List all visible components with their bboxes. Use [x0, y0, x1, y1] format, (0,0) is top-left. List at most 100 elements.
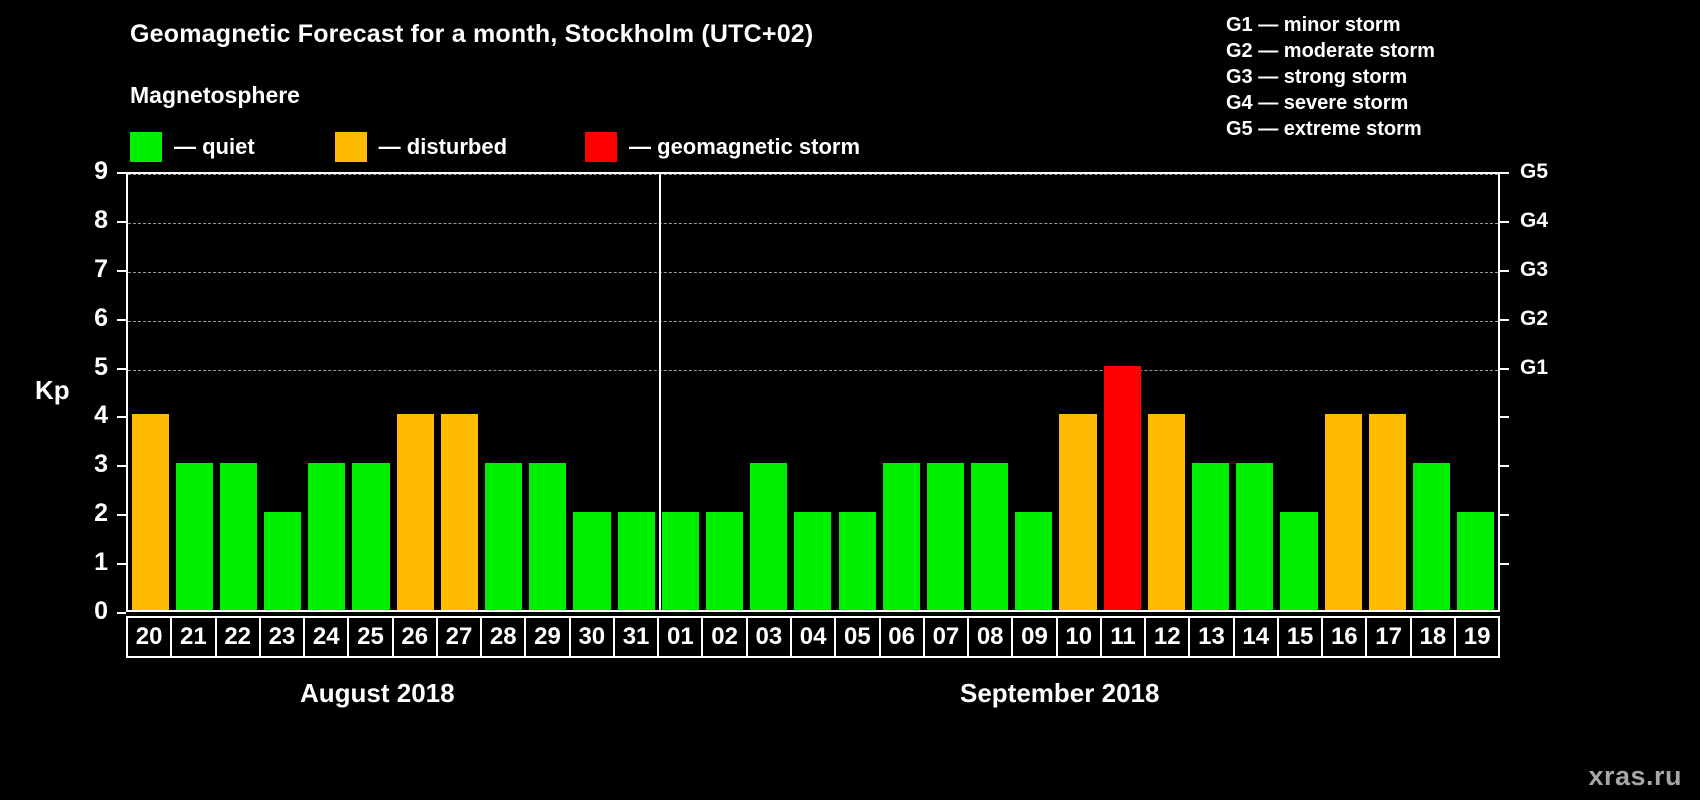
g-tick-mark-kp-6	[1500, 318, 1509, 321]
bar-day-24	[308, 463, 346, 610]
bar-slot	[482, 174, 526, 610]
bar-slot	[437, 174, 481, 610]
y-tick-mark-4	[117, 416, 126, 419]
day-label-18: 18	[1411, 618, 1456, 656]
day-label-01: 01	[659, 618, 704, 656]
y-tick-mark-9	[117, 172, 126, 174]
bar-slot	[879, 174, 923, 610]
legend-item-label: — geomagnetic storm	[629, 134, 861, 159]
bar-slot	[172, 174, 216, 610]
day-label-19: 19	[1455, 618, 1499, 656]
day-label-31: 31	[614, 618, 660, 656]
day-label-02: 02	[703, 618, 748, 656]
y-tick-mark-5	[117, 367, 126, 370]
day-label-30: 30	[570, 618, 615, 656]
bar-slot	[349, 174, 393, 610]
day-label-22: 22	[216, 618, 261, 656]
chart-plot-area	[126, 172, 1500, 612]
day-label-09: 09	[1013, 618, 1058, 656]
bar-day-01	[661, 512, 699, 610]
bar-day-22	[219, 463, 258, 610]
bar-day-25	[352, 463, 390, 610]
gridline-kp-6	[128, 320, 1498, 322]
g-tick-mark-kp-4	[1500, 416, 1509, 419]
y-tick-label-2: 2	[94, 499, 108, 528]
gscale-key-line-1: G1 — minor storm	[1226, 14, 1401, 36]
bar-day-11	[1103, 365, 1141, 610]
bar-day-12	[1147, 414, 1185, 610]
bar-slot	[747, 174, 791, 610]
bar-day-16	[1324, 414, 1362, 610]
g-tick-mark-kp-7	[1500, 269, 1509, 272]
gscale-key-line-3: G3 — strong storm	[1226, 66, 1408, 88]
g-tick-mark-kp-3	[1500, 465, 1509, 468]
bar-slot	[658, 174, 702, 610]
orange-swatch-icon	[334, 132, 367, 162]
bar-slot	[1012, 174, 1056, 610]
y-tick-mark-6	[117, 318, 126, 321]
month-label-september: September 2018	[960, 678, 1160, 708]
day-label-08: 08	[969, 618, 1014, 656]
gridline-kp-9	[128, 174, 1498, 175]
y-tick-mark-8	[117, 220, 126, 223]
day-label-27: 27	[437, 618, 483, 656]
bar-day-07	[926, 463, 965, 610]
day-label-10: 10	[1057, 618, 1102, 656]
legend-item-label: — quiet	[174, 134, 255, 159]
bar-slot	[1365, 174, 1409, 610]
day-label-24: 24	[305, 618, 350, 656]
bar-slot	[305, 174, 349, 610]
g-tick-label-G5: G5	[1520, 160, 1549, 183]
bar-slot	[1100, 174, 1144, 610]
chart-plot-inner	[128, 174, 1498, 610]
day-label-23: 23	[260, 618, 306, 656]
bar-day-02	[705, 512, 744, 610]
g-tick-mark-kp-8	[1500, 220, 1509, 223]
watermark: xras.ru	[1588, 761, 1682, 791]
bar-day-10	[1059, 414, 1097, 610]
bar-day-09	[1015, 512, 1053, 610]
bar-slot	[1144, 174, 1188, 610]
day-label-14: 14	[1234, 618, 1279, 656]
bar-slot	[614, 174, 658, 610]
bar-day-03	[750, 463, 788, 610]
red-swatch-icon	[585, 132, 618, 162]
bar-slot	[791, 174, 835, 610]
bar-day-04	[794, 512, 832, 610]
day-label-21: 21	[172, 618, 217, 656]
bar-day-28	[485, 463, 523, 610]
page-title: Geomagnetic Forecast for a month, Stockh…	[130, 20, 814, 48]
y-tick-label-1: 1	[94, 548, 108, 577]
bar-slot	[1056, 174, 1100, 610]
y-tick-label-8: 8	[94, 205, 108, 234]
legend-item-label: — disturbed	[378, 134, 508, 159]
day-label-13: 13	[1190, 618, 1235, 656]
bar-slot	[128, 174, 172, 610]
bar-day-18	[1412, 463, 1451, 610]
bar-slot	[216, 174, 260, 610]
day-label-20: 20	[128, 618, 173, 656]
y-tick-mark-2	[117, 514, 126, 517]
magnetosphere-section-label: Magnetosphere	[130, 82, 300, 108]
g-tick-label-G2: G2	[1520, 306, 1549, 330]
day-label-strip: 20 21 22 23 24 25 26 27 28 29 30 31 01 02 03 04 05 06 07 08…	[126, 616, 1500, 658]
y-tick-label-6: 6	[94, 303, 108, 332]
y-tick-label-7: 7	[94, 254, 108, 283]
day-label-25: 25	[349, 618, 394, 656]
bar-slot	[393, 174, 437, 610]
day-label-17: 17	[1367, 618, 1412, 656]
legend-item-0: — quiet	[130, 132, 255, 162]
day-label-29: 29	[526, 618, 571, 656]
bar-day-26	[396, 414, 434, 610]
g-tick-mark-kp-2	[1500, 514, 1509, 517]
gridline-kp-8	[128, 222, 1498, 224]
month-divider-line	[658, 174, 661, 610]
bar-day-27	[440, 414, 478, 610]
g-tick-mark-kp-1	[1500, 563, 1509, 566]
bar-slot	[923, 174, 967, 610]
bar-day-05	[838, 512, 876, 610]
bar-slot	[1189, 174, 1233, 610]
bar-slot	[1233, 174, 1277, 610]
legend-item-1: — disturbed	[334, 132, 508, 162]
gridline-kp-7	[128, 271, 1498, 273]
